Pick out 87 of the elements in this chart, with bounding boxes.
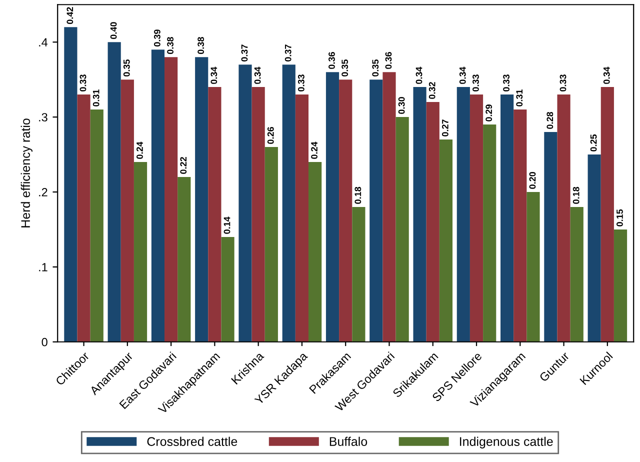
y-tick-label: .2	[39, 188, 48, 196]
bar	[614, 229, 628, 342]
bar	[382, 72, 396, 342]
bar	[151, 50, 165, 342]
data-label: 0.28	[546, 112, 554, 129]
data-label: 0.36	[385, 52, 392, 69]
bar	[264, 147, 278, 342]
data-label: 0.37	[241, 44, 248, 62]
data-label: 0.20	[529, 172, 536, 189]
data-label: 0.26	[267, 126, 274, 144]
legend-label: Indigenous cattle	[460, 436, 553, 448]
data-label: 0.14	[224, 216, 230, 234]
data-label: 0.22	[180, 157, 187, 174]
y-tick-label: .3	[39, 113, 48, 122]
bar	[514, 110, 527, 342]
data-label: 0.31	[516, 89, 523, 106]
data-label: 0.33	[560, 74, 566, 92]
data-label: 0.35	[372, 59, 379, 76]
data-label: 0.35	[342, 59, 348, 76]
legend-label: Crossbred cattle	[147, 436, 238, 446]
bar	[308, 162, 322, 342]
data-label: 0.42	[66, 7, 74, 24]
y-tick-label: .1	[39, 263, 48, 272]
y-tick-label: 0	[42, 338, 48, 346]
bar	[90, 110, 104, 342]
data-label: 0.34	[210, 66, 218, 84]
bar	[221, 236, 234, 342]
bar	[120, 80, 134, 342]
data-label: 0.25	[590, 134, 597, 152]
bar	[352, 206, 366, 342]
data-label: 0.33	[472, 74, 479, 92]
bar	[439, 140, 453, 342]
bar	[483, 124, 496, 342]
bar	[282, 64, 296, 342]
data-label: 0.31	[92, 89, 100, 106]
bar	[326, 72, 340, 342]
bar	[600, 87, 614, 342]
data-label: 0.29	[486, 104, 492, 122]
bar	[456, 87, 470, 342]
data-label: 0.32	[428, 82, 436, 99]
data-label: 0.33	[80, 74, 86, 92]
data-label: 0.34	[254, 66, 261, 84]
data-label: 0.18	[572, 186, 580, 204]
data-label: 0.18	[354, 186, 362, 204]
bar	[178, 176, 191, 342]
data-label: 0.37	[284, 44, 292, 62]
data-label: 0.38	[198, 37, 204, 54]
bar	[588, 154, 601, 342]
bar	[370, 80, 383, 342]
data-label: 0.35	[123, 59, 130, 76]
bar	[295, 94, 309, 342]
bar	[500, 94, 514, 342]
data-label: 0.15	[616, 209, 623, 226]
bar	[164, 57, 178, 342]
bar	[396, 117, 409, 342]
bar	[470, 94, 484, 342]
bar	[64, 27, 78, 342]
data-label: 0.34	[459, 66, 466, 84]
bar	[426, 102, 440, 342]
data-label: 0.24	[311, 142, 318, 159]
bar	[544, 132, 558, 342]
bar	[77, 94, 90, 342]
data-label: 0.36	[328, 52, 335, 69]
bar	[195, 57, 208, 342]
bar	[252, 87, 265, 342]
data-label: 0.27	[442, 120, 448, 136]
bar	[208, 87, 222, 342]
data-label: 0.30	[398, 97, 405, 114]
y-axis-title: Herd efficiency ratio	[20, 118, 32, 228]
bar	[570, 206, 584, 342]
data-label: 0.33	[298, 74, 304, 92]
bar	[134, 162, 148, 342]
bar	[413, 87, 426, 342]
bar	[557, 94, 570, 342]
data-label: 0.34	[416, 66, 422, 84]
data-label: 0.40	[110, 22, 117, 39]
data-label: 0.39	[154, 30, 160, 46]
data-label: 0.34	[603, 66, 610, 84]
data-label: 0.38	[167, 37, 174, 54]
bar	[526, 192, 540, 342]
data-label: 0.24	[136, 142, 143, 159]
legend-label: Buffalo	[330, 436, 368, 446]
bar	[339, 80, 352, 342]
y-tick-label: .4	[39, 38, 48, 46]
data-label: 0.33	[503, 74, 510, 92]
bar	[238, 64, 252, 342]
bar	[108, 42, 121, 342]
